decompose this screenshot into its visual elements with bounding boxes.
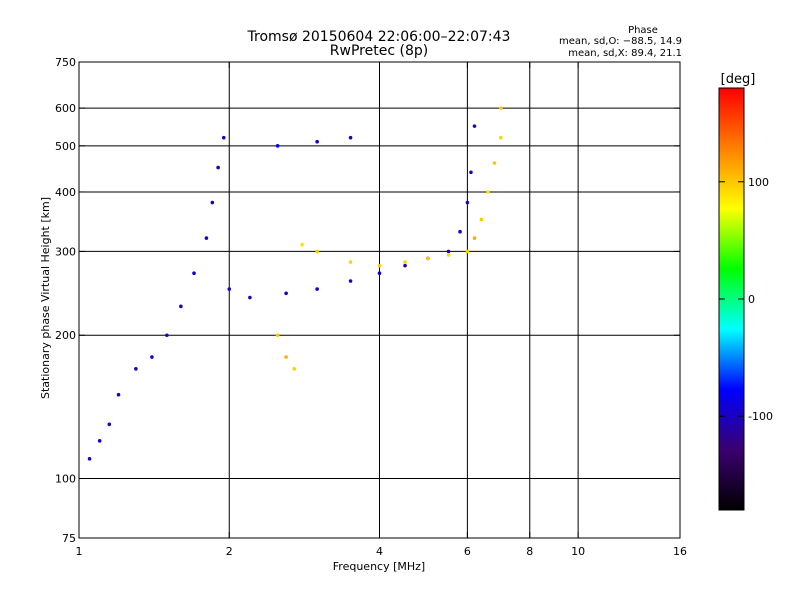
data-point [403, 263, 407, 268]
y-tick-label: 400 [55, 186, 76, 199]
y-tick-label: 600 [55, 102, 76, 115]
axes: 1 2 4 6 8 10 16 75 100 200 300 400 500 600 750 [55, 56, 687, 558]
data-point [377, 263, 382, 268]
data-point [348, 279, 353, 283]
data-point [446, 249, 451, 254]
data-point [107, 422, 112, 427]
data-point [284, 291, 288, 296]
y-axis-label: Stationary phase Virtual Height [km] [39, 197, 52, 399]
data-point [315, 249, 319, 254]
data-point [227, 287, 232, 291]
data-point [472, 124, 477, 128]
data-point [403, 260, 407, 264]
data-point [315, 287, 319, 291]
data-point [284, 355, 288, 359]
colorbar: 100 0 -100 [718, 87, 773, 511]
data-point [210, 200, 215, 205]
data-point [216, 165, 220, 170]
data-point [248, 295, 252, 300]
y-tick-label: 750 [55, 56, 76, 69]
data-point [458, 229, 462, 234]
data-point [192, 271, 196, 276]
colorbar-tick-label: -100 [748, 410, 773, 423]
stats-line-x: mean, sd,X: 89.4, 21.1 [568, 48, 682, 59]
data-point [486, 190, 490, 194]
x-tick-label: 16 [673, 545, 687, 558]
data-point [134, 367, 138, 371]
data-point [179, 304, 183, 309]
x-tick-label: 10 [571, 545, 585, 558]
data-point [116, 392, 121, 397]
data-point [469, 170, 473, 175]
data-point [165, 333, 169, 338]
data-point [465, 200, 470, 205]
data-point [221, 135, 226, 140]
y-tick-label: 300 [55, 245, 76, 258]
y-tick-label: 75 [62, 532, 76, 545]
data-point [479, 217, 484, 222]
colorbar-label: [deg] [721, 72, 756, 87]
stats-line-o: mean, sd,O: −88.5, 14.9 [559, 36, 682, 47]
data-point [300, 242, 304, 247]
x-axis-label: Frequency [MHz] [333, 560, 425, 573]
x-tick-label: 1 [76, 545, 83, 558]
data-point [492, 161, 497, 165]
data-point [87, 457, 92, 461]
data-point [315, 139, 319, 144]
chart-subtitle: RwPretec (8p) [330, 43, 428, 59]
data-point [499, 135, 503, 140]
y-tick-label: 200 [55, 329, 76, 342]
data-point [292, 367, 297, 371]
y-tick-label: 100 [55, 473, 76, 486]
stats-heading: Phase [628, 25, 658, 36]
chart-title: Tromsø 20150604 22:06:00–22:07:43 [247, 29, 511, 45]
data-point [150, 355, 154, 359]
x-tick-label: 8 [526, 545, 533, 558]
x-tick-label: 2 [226, 545, 233, 558]
data-point [204, 236, 209, 240]
data-points [87, 106, 503, 461]
data-point [446, 253, 451, 257]
x-tick-label: 6 [464, 545, 471, 558]
grid-lines [79, 62, 680, 538]
y-tick-label: 500 [55, 140, 76, 153]
x-tick-label: 4 [376, 545, 383, 558]
data-point [472, 236, 477, 240]
data-point [97, 439, 102, 443]
data-point [275, 144, 280, 148]
data-point [465, 249, 470, 254]
colorbar-tick-label: 0 [748, 293, 755, 306]
data-point [426, 256, 430, 261]
data-point [499, 106, 503, 110]
data-point [275, 333, 280, 338]
data-point [377, 271, 382, 276]
colorbar-tick-label: 100 [748, 176, 769, 189]
data-point [348, 135, 353, 140]
data-point [348, 260, 353, 264]
